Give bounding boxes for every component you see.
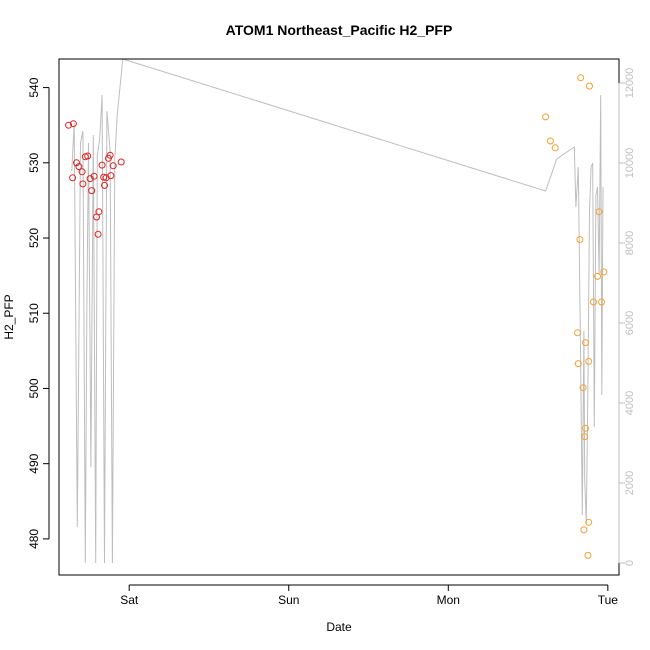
y-tick-label-490: 490 xyxy=(27,453,41,473)
data-point-s1-15 xyxy=(586,82,593,90)
data-point-s1-10 xyxy=(582,424,589,432)
data-point-s0-6 xyxy=(79,180,87,188)
data-point-s1-17 xyxy=(594,272,601,280)
y-tick-label-480: 480 xyxy=(27,529,41,549)
data-point-s0-2 xyxy=(69,174,77,182)
data-point-s0-11 xyxy=(90,172,98,180)
y2-tick-label-8000: 8000 xyxy=(624,231,636,255)
data-point-s1-2 xyxy=(551,144,559,152)
y-tick-label-530: 530 xyxy=(27,152,41,172)
y-axis-label: H2_PFP xyxy=(2,294,16,339)
data-point-s1-7 xyxy=(579,384,587,392)
data-point-s0-1 xyxy=(69,120,77,128)
data-point-s1-1 xyxy=(546,137,554,145)
plot-frame xyxy=(58,58,620,576)
altitude-line-layer xyxy=(71,58,604,564)
data-point-s1-4 xyxy=(574,360,582,368)
data-point-s0-14 xyxy=(95,208,103,216)
y-tick-label-510: 510 xyxy=(27,303,41,323)
y2-tick-label-2000: 2000 xyxy=(624,471,636,495)
data-point-s1-14 xyxy=(585,357,593,365)
y2-tick-label-4000: 4000 xyxy=(624,391,636,415)
data-point-s0-13 xyxy=(94,230,102,238)
chart-title: ATOM1 Northeast_Pacific H2_PFP xyxy=(226,22,453,38)
x-tick-label-sun: Sun xyxy=(278,593,299,607)
data-point-s0-4 xyxy=(75,163,83,171)
data-point-s1-11 xyxy=(582,339,589,347)
data-point-s1-18 xyxy=(595,208,603,216)
data-point-s1-6 xyxy=(577,74,585,82)
altitude-line xyxy=(71,58,604,564)
data-point-s0-23 xyxy=(117,158,125,166)
data-point-s0-22 xyxy=(109,162,117,170)
data-point-s0-15 xyxy=(98,161,106,169)
y2-tick-label-0: 0 xyxy=(624,560,636,566)
points-layer xyxy=(65,74,608,559)
data-point-s1-13 xyxy=(585,518,593,526)
data-point-s1-20 xyxy=(600,268,608,276)
x-tick-label-mon: Mon xyxy=(437,593,460,607)
axes-layer: 480 490 500 510 520 530 540 Sat Sun Mon Tue 0 2000 40… xyxy=(27,68,636,607)
data-point-s1-19 xyxy=(598,298,605,306)
y-tick-label-540: 540 xyxy=(27,77,41,97)
data-point-s0-17 xyxy=(101,181,108,189)
y2-tick-label-12000: 12000 xyxy=(624,68,636,99)
x-axis-label: Date xyxy=(326,620,352,634)
data-point-s0-21 xyxy=(107,172,115,180)
data-point-s0-5 xyxy=(78,168,86,176)
data-point-s1-8 xyxy=(580,526,588,534)
y-tick-label-520: 520 xyxy=(27,228,41,248)
data-point-s1-16 xyxy=(590,298,597,306)
data-point-s0-0 xyxy=(65,121,73,129)
data-point-s1-12 xyxy=(584,551,592,559)
x-tick-label-sat: Sat xyxy=(120,593,139,607)
data-point-s0-20 xyxy=(106,151,114,159)
data-point-s0-3 xyxy=(73,159,80,167)
y2-tick-label-10000: 10000 xyxy=(624,148,636,179)
y-tick-label-500: 500 xyxy=(27,378,41,398)
data-point-s1-0 xyxy=(542,113,550,121)
data-point-s0-8 xyxy=(84,152,92,160)
data-point-s0-9 xyxy=(86,175,94,183)
y2-tick-label-6000: 6000 xyxy=(624,311,636,335)
data-point-s0-10 xyxy=(88,187,96,195)
data-point-s1-9 xyxy=(581,433,589,441)
x-tick-label-tue: Tue xyxy=(598,593,619,607)
data-point-s1-5 xyxy=(576,236,584,243)
data-point-s1-3 xyxy=(574,329,581,337)
